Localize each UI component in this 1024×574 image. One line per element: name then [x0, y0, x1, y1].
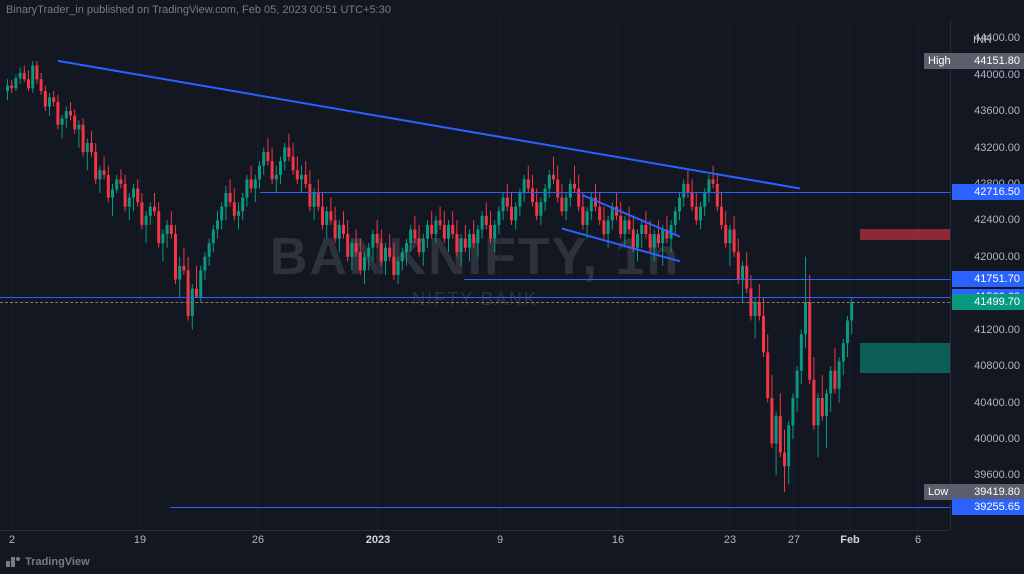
y-tick: 41200.00	[974, 324, 1020, 336]
x-tick: 9	[497, 534, 503, 546]
price-label: 41499.70	[952, 294, 1024, 310]
price-label: Low39419.80	[924, 484, 1024, 500]
x-tick: 6	[915, 534, 921, 546]
price-zone[interactable]	[860, 229, 950, 240]
x-tick: 16	[612, 534, 624, 546]
y-tick: 40400.00	[974, 397, 1020, 409]
y-tick: 44000.00	[974, 69, 1020, 81]
chart-area[interactable]: BANKNIFTY, 1h NIFTY BANK	[0, 20, 950, 530]
horizontal-line[interactable]	[0, 302, 950, 303]
y-tick: 42000.00	[974, 251, 1020, 263]
horizontal-line[interactable]	[464, 279, 950, 280]
price-label: 42716.50	[952, 184, 1024, 200]
candlestick-plot	[0, 20, 950, 530]
horizontal-line[interactable]	[260, 192, 950, 193]
tradingview-logo: TradingView	[6, 556, 90, 568]
y-axis: INR 44400.0044000.0043600.0043200.004280…	[950, 20, 1024, 530]
x-tick: 26	[252, 534, 264, 546]
x-axis: 2 19 26 2023 9 16 23 27 Feb 6	[0, 530, 950, 550]
horizontal-line[interactable]	[170, 507, 950, 508]
x-tick: 19	[134, 534, 146, 546]
horizontal-line[interactable]	[0, 297, 950, 298]
y-tick: 39600.00	[974, 469, 1020, 481]
y-tick: 42400.00	[974, 214, 1020, 226]
price-zone[interactable]	[860, 343, 950, 373]
x-tick: 23	[724, 534, 736, 546]
x-tick: 2023	[366, 534, 390, 546]
y-tick: 43200.00	[974, 142, 1020, 154]
x-tick: Feb	[840, 534, 860, 546]
x-tick: 27	[788, 534, 800, 546]
publish-header: BinaryTrader_in published on TradingView…	[6, 4, 391, 16]
y-tick: 40800.00	[974, 360, 1020, 372]
y-tick: 44400.00	[974, 32, 1020, 44]
x-tick: 2	[9, 534, 15, 546]
price-label: High44151.80	[924, 53, 1024, 69]
price-label: 41751.70	[952, 271, 1024, 287]
price-label: 39255.65	[952, 499, 1024, 515]
y-tick: 40000.00	[974, 433, 1020, 445]
y-tick: 43600.00	[974, 105, 1020, 117]
